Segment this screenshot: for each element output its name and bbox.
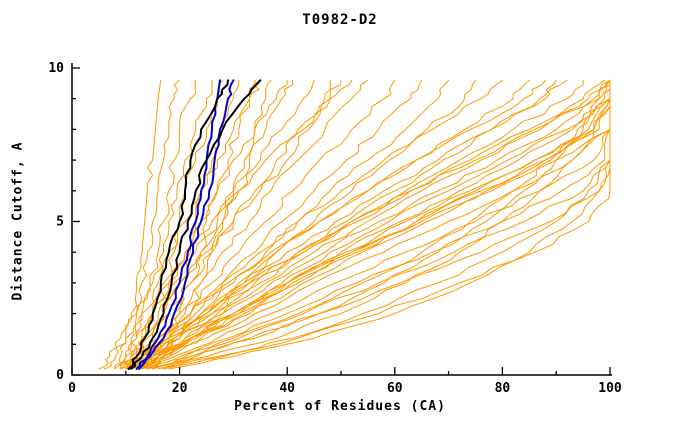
y-axis-label: Distance Cutoff, A bbox=[10, 141, 26, 301]
svg-text:100: 100 bbox=[598, 381, 622, 396]
svg-text:0: 0 bbox=[56, 368, 64, 383]
chart-title: T0982-D2 bbox=[302, 12, 378, 28]
svg-text:0: 0 bbox=[68, 381, 76, 396]
svg-text:40: 40 bbox=[279, 381, 295, 396]
x-axis-label: Percent of Residues (CA) bbox=[234, 399, 446, 414]
svg-text:20: 20 bbox=[172, 381, 188, 396]
svg-text:10: 10 bbox=[48, 61, 64, 76]
svg-text:80: 80 bbox=[495, 381, 511, 396]
svg-text:5: 5 bbox=[56, 215, 64, 230]
svg-text:60: 60 bbox=[387, 381, 403, 396]
